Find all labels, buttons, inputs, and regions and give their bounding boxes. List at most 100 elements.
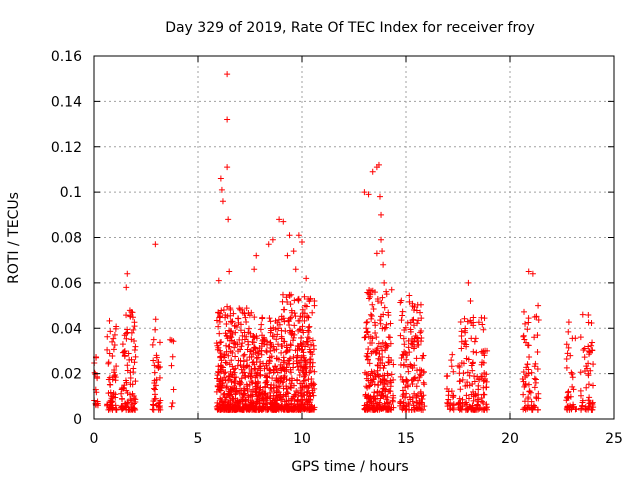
data-point [282,328,289,335]
data-point [581,345,588,352]
data-point [219,198,226,205]
data-point [361,189,368,196]
data-point [473,349,480,356]
data-point [470,348,477,355]
data-point [295,367,302,374]
data-point [470,314,477,321]
data-point [251,361,258,368]
data-point [446,406,453,413]
data-point [226,393,233,400]
data-point [155,359,162,366]
data-point [152,316,159,323]
data-point [110,346,117,353]
data-point [288,406,295,413]
data-point [251,314,258,321]
data-point [214,346,221,353]
data-point [274,397,281,404]
data-point [269,333,276,340]
data-point [249,338,256,345]
data-point [245,406,252,413]
data-point [232,322,239,329]
data-point [523,339,530,346]
data-point [535,302,542,309]
data-point [240,352,247,359]
data-point [131,338,138,345]
data-point [521,308,528,315]
data-point [525,315,532,322]
data-point [217,395,224,402]
data-point [287,301,294,308]
data-point [227,348,234,355]
data-point [266,315,273,322]
data-point [299,367,306,374]
data-point [404,319,411,326]
data-point [377,193,383,200]
data-point [265,241,272,248]
data-point [267,318,274,325]
data-point [123,284,130,291]
data-point [410,307,417,314]
data-point [231,369,238,376]
data-point [270,392,277,399]
data-point [272,326,279,333]
data-point [462,325,469,332]
data-point [249,393,256,400]
data-point [132,343,139,350]
data-point [372,372,379,379]
data-point [573,405,580,412]
data-point [282,349,289,356]
data-point [569,370,576,377]
data-point [240,396,247,403]
data-point [379,339,386,346]
data-point [131,359,138,366]
data-point [224,398,231,405]
data-point [387,377,394,384]
data-point [152,382,159,389]
data-point [217,406,224,413]
data-point [374,389,381,396]
data-point [309,337,316,344]
data-point [362,369,369,376]
data-point [239,369,246,376]
data-point [243,333,250,340]
data-point [464,318,471,325]
data-point [112,371,119,378]
data-point [228,378,235,385]
data-point [383,342,390,349]
data-point [131,395,138,402]
data-point [564,406,571,413]
data-point [228,337,235,344]
data-point [412,374,419,381]
data-point [457,386,464,393]
data-point [398,317,405,324]
data-point [520,391,527,398]
data-point [121,353,128,360]
data-point [524,326,531,333]
data-point [448,363,455,370]
data-point [131,400,138,407]
data-point [401,348,408,355]
data-point [283,294,290,301]
data-point [94,375,101,382]
y-tick-label: 0.06 [51,276,82,292]
data-point [379,347,386,354]
data-point [301,377,308,384]
data-point [420,392,427,399]
data-point [287,342,294,349]
data-point [377,320,384,327]
data-point [238,343,245,350]
data-point [242,314,249,321]
data-point [232,329,239,336]
data-point [462,337,469,344]
data-point [264,374,271,381]
data-point [532,379,539,386]
data-point [302,302,309,309]
data-point [565,344,572,351]
data-point [444,385,451,392]
data-point [245,394,252,401]
data-point [564,389,571,396]
data-point [244,357,251,364]
data-point [294,389,301,396]
data-point [263,338,270,345]
data-point [406,298,413,305]
